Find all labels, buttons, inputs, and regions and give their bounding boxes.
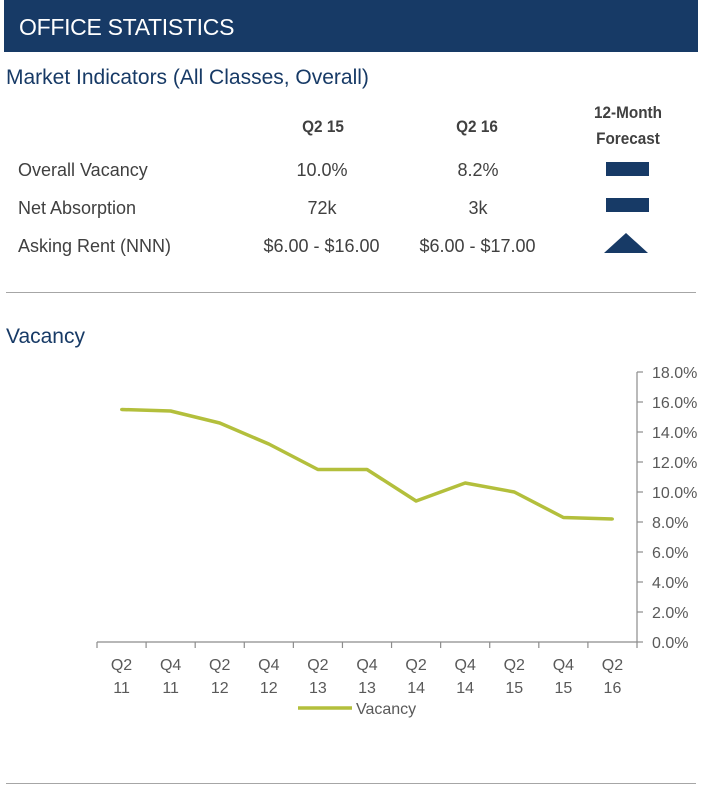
x-tick-label: Q4	[160, 657, 181, 674]
row-label-overall-vacancy: Overall Vacancy	[18, 160, 148, 180]
x-tick-label: Q2	[405, 657, 426, 674]
data-point	[365, 468, 369, 471]
vacancy-line-chart: 0.0% 2.0% 4.0% 6.0% 8.0% 10.0% 12.0% 14.0% 16.0%…	[96, 365, 697, 718]
flat-dash-icon	[606, 198, 649, 212]
data-point	[463, 481, 467, 485]
data-point	[169, 409, 173, 413]
y-tick-label: 12.0%	[652, 455, 697, 472]
data-point	[561, 516, 565, 519]
cell-absorption-q2-15: 72k	[307, 198, 337, 218]
x-tick-label: Q4	[455, 657, 476, 674]
header-banner: OFFICE STATISTICS	[4, 0, 698, 52]
x-tick-label: 15	[505, 680, 523, 697]
x-tick-label: 13	[358, 680, 376, 697]
x-tick-label: Q4	[356, 657, 377, 674]
data-point	[512, 490, 516, 494]
section-divider	[6, 292, 696, 293]
column-header-forecast-line2: Forecast	[596, 129, 660, 148]
data-point	[316, 468, 320, 471]
bottom-divider	[6, 783, 696, 784]
x-tick-label: 11	[162, 680, 179, 697]
y-tick-label: 10.0%	[652, 485, 697, 502]
y-tick-label: 0.0%	[652, 635, 688, 652]
y-tick-label: 14.0%	[652, 425, 697, 442]
y-tick-label: 16.0%	[652, 395, 697, 412]
cell-rent-q2-15: $6.00 - $16.00	[263, 236, 380, 256]
y-tick-label: 8.0%	[652, 515, 688, 532]
series-line-vacancy	[121, 407, 613, 521]
x-tick-label: 12	[260, 680, 278, 697]
x-tick-label: Q2	[602, 657, 623, 674]
legend-label-vacancy: Vacancy	[356, 701, 416, 718]
cell-vacancy-q2-15: 10.0%	[296, 160, 348, 180]
x-tick-label: 13	[309, 680, 327, 697]
up-triangle-icon	[604, 233, 648, 253]
data-point	[610, 517, 614, 521]
market-indicators-title: Market Indicators (All Classes, Overall)	[6, 66, 369, 89]
x-tick-label: 14	[407, 680, 425, 697]
x-tick-label: Q4	[258, 657, 279, 674]
data-point	[218, 421, 222, 425]
column-header-q2-15: Q2 15	[302, 117, 344, 136]
x-tick-label: Q2	[504, 657, 525, 674]
x-tick-label: 15	[554, 680, 572, 697]
flat-dash-icon	[606, 162, 649, 176]
x-tick-label: 11	[113, 680, 130, 697]
x-tick-label: 16	[604, 680, 622, 697]
cell-absorption-q2-16: 3k	[468, 198, 488, 218]
row-label-net-absorption: Net Absorption	[18, 198, 137, 218]
cell-vacancy-q2-16: 8.2%	[457, 160, 499, 180]
data-point	[414, 499, 418, 503]
cell-rent-q2-16: $6.00 - $17.00	[419, 236, 536, 256]
vacancy-title: Vacancy	[6, 325, 85, 348]
y-tick-label: 4.0%	[652, 575, 688, 592]
x-tick-label: 14	[456, 680, 474, 697]
x-tick-label: Q2	[111, 657, 132, 674]
x-tick-label: Q2	[209, 657, 230, 674]
x-tick-label: Q4	[553, 657, 574, 674]
market-indicators-table: Q2 15 Q2 16 12-Month Forecast Overall Va…	[0, 0, 702, 300]
y-tick-label: 18.0%	[652, 365, 697, 382]
column-header-q2-16: Q2 16	[456, 117, 498, 136]
data-point	[120, 408, 124, 411]
y-tick-label: 6.0%	[652, 545, 688, 562]
x-tick-label: Q2	[307, 657, 328, 674]
row-label-asking-rent: Asking Rent (NNN)	[18, 236, 172, 256]
y-tick-label: 2.0%	[652, 605, 688, 622]
column-header-forecast-line1: 12-Month	[593, 103, 662, 122]
x-tick-label: 12	[211, 680, 229, 697]
data-point	[267, 442, 271, 446]
banner-title: OFFICE STATISTICS	[19, 14, 235, 40]
